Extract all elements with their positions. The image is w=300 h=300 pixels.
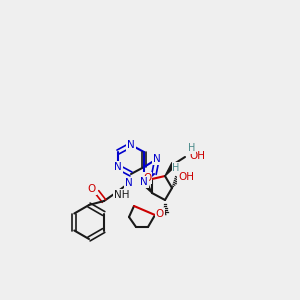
Text: O: O [143, 173, 151, 183]
Text: H: H [172, 163, 180, 173]
Text: N: N [140, 177, 148, 187]
Text: N: N [140, 177, 148, 187]
Text: O: O [156, 209, 164, 219]
Text: N: N [125, 178, 133, 188]
Text: NH: NH [114, 190, 130, 200]
Text: OH: OH [178, 172, 194, 182]
Text: O: O [88, 184, 96, 194]
Text: N: N [153, 154, 161, 164]
Polygon shape [165, 163, 176, 176]
Text: OH: OH [189, 151, 205, 161]
Text: N: N [114, 162, 122, 172]
Polygon shape [142, 180, 152, 193]
Text: H: H [188, 143, 196, 153]
Text: N: N [127, 140, 135, 150]
